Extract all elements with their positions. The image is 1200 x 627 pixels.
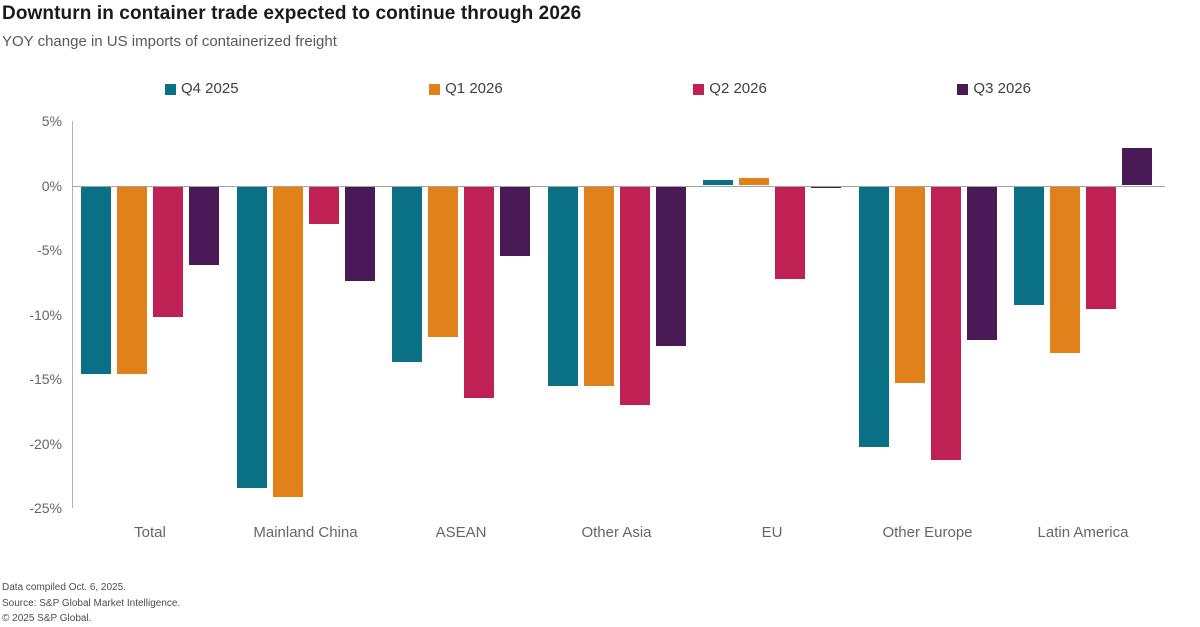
bar-asean-q2-2026 [464,186,494,399]
bar-total-q2-2026 [153,186,183,317]
bar-other-europe-q3-2026 [966,186,997,340]
bar-mainland-china-q1-2026 [272,186,303,498]
bar-eu-q1-2026 [739,177,769,186]
y-tick-label: -25% [29,500,62,516]
plot-area [72,121,1165,508]
bar-other-asia-q3-2026 [655,186,686,347]
bar-total-q4-2025 [81,186,111,374]
bar-other-asia-q4-2025 [547,186,578,387]
legend-item-q2-2026: Q2 2026 [693,80,767,97]
bar-eu-q2-2026 [775,186,805,280]
bar-total-q3-2026 [189,186,219,266]
legend-swatch-icon [957,83,969,95]
legend-item-q3-2026: Q3 2026 [957,80,1031,97]
y-tick-label: 5% [41,113,62,129]
chart-footer: Data compiled Oct. 6, 2025. Source: S&P … [2,580,180,627]
category-label-eu: EU [761,524,783,541]
bar-eu-q3-2026 [811,186,841,188]
footer-source: Source: S&P Global Market Intelligence. [2,597,181,609]
zero-gridline [72,185,1165,187]
category-label-total: Total [134,524,166,541]
bar-other-asia-q1-2026 [583,186,614,387]
legend-item-q1-2026: Q1 2026 [429,80,503,97]
bar-mainland-china-q3-2026 [344,186,375,281]
legend-label: Q4 2025 [181,80,239,97]
legend-label: Q1 2026 [445,80,503,97]
bar-mainland-china-q4-2025 [236,186,267,489]
category-label-other-europe: Other Europe [882,524,973,541]
y-tick-label: -20% [29,435,62,452]
footer-compiled-date: Data compiled Oct. 6, 2025. [2,582,126,593]
legend-item-q4-2025: Q4 2025 [165,80,239,97]
legend-swatch-icon [429,83,441,95]
bar-other-asia-q2-2026 [619,186,650,405]
legend-swatch-icon [165,83,176,95]
category-label-other-asia: Other Asia [581,524,652,541]
chart-legend: Q4 2025 Q1 2026 Q2 2026 Q3 2026 [165,80,1031,97]
bar-other-europe-q2-2026 [930,186,961,460]
y-tick-label: -5% [37,242,62,258]
chart-title: Downturn in container trade expected to … [2,3,582,24]
bar-asean-q3-2026 [500,186,530,257]
chart-subtitle: YOY change in US imports of containerize… [2,33,337,50]
bar-total-q1-2026 [117,186,147,374]
legend-label: Q3 2026 [973,80,1031,97]
bar-asean-q1-2026 [428,186,458,338]
category-label-mainland-china: Mainland China [253,524,358,541]
legend-swatch-icon [693,83,705,95]
footer-copyright: © 2025 S&P Global. [2,613,92,624]
y-tick-label: -15% [29,371,62,387]
bar-latin-america-q2-2026 [1086,186,1116,310]
category-label-asean: ASEAN [435,524,487,541]
bar-asean-q4-2025 [392,186,422,362]
y-axis-line [72,121,73,508]
bar-latin-america-q4-2025 [1014,186,1044,306]
bar-latin-america-q3-2026 [1122,148,1152,186]
y-tick-label: -10% [29,306,62,323]
bar-other-europe-q1-2026 [894,186,925,383]
category-label-latin-america: Latin America [1037,524,1129,541]
y-tick-label: 0% [41,177,62,194]
bar-latin-america-q1-2026 [1050,186,1080,353]
bar-other-europe-q4-2025 [858,186,889,448]
bar-mainland-china-q2-2026 [308,186,339,224]
bar-eu-q4-2025 [703,180,733,186]
legend-label: Q2 2026 [709,80,767,97]
